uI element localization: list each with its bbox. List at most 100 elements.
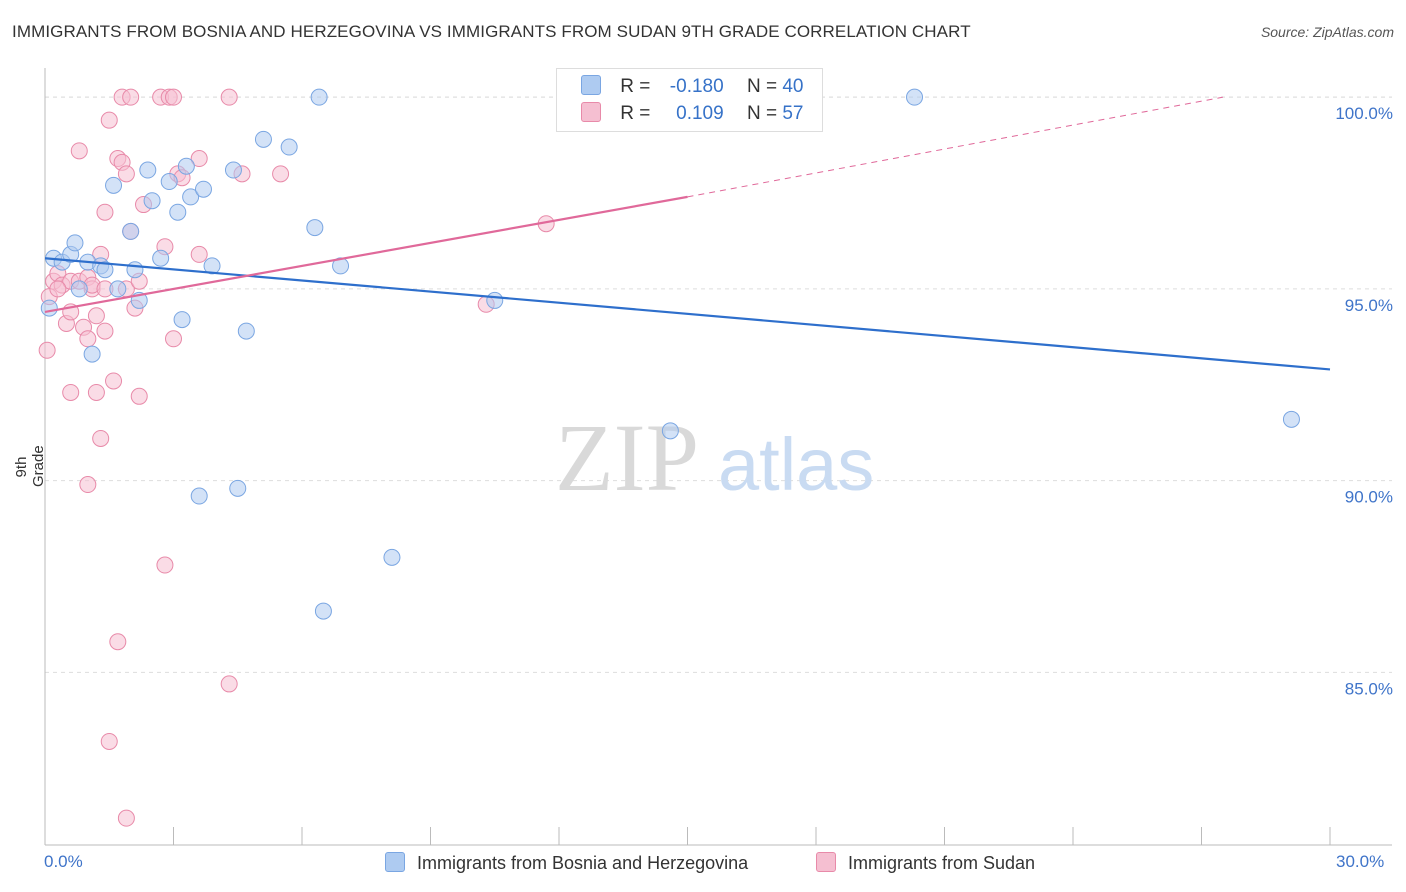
sudan-point [96,203,114,221]
y-tick-label: 95.0% [1345,296,1393,315]
bosnia-point [306,219,324,237]
bosnia-point [254,130,272,148]
bosnia-point [83,345,101,363]
bosnia-point [314,602,332,620]
bosnia-point [177,157,195,175]
sudan-point [190,245,208,263]
y-tick-label: 85.0% [1345,679,1393,698]
bosnia-point [182,188,200,206]
sudan-point [156,556,174,574]
bosnia-point [105,176,123,194]
legend-r-label: R = [620,76,651,97]
y-tick-label: 90.0% [1345,488,1393,507]
sudan-point [79,476,97,494]
legend-swatch-sudan [581,102,601,122]
points-sudan [38,88,555,827]
sudan-point [105,372,123,390]
bosnia-point [173,311,191,329]
sudan-point [220,88,238,106]
y-tick-label: 100.0% [1335,104,1393,123]
sudan-point [109,633,127,651]
sudan-point [117,165,135,183]
points-bosnia [40,88,1300,620]
sudan-point [38,341,56,359]
sudan-point [272,165,290,183]
legend-r-value-bosnia: -0.180 [669,76,724,97]
bosnia-point [66,234,84,252]
legend-swatch-bosnia [385,852,405,872]
legend-n-label: N = [746,103,778,124]
trend-lines [44,96,1331,371]
sudan-point [130,387,148,405]
sudan-point [87,383,105,401]
bosnia-point [109,280,127,298]
y-axis-label: 9th Grade [13,445,47,487]
bosnia-point [383,548,401,566]
bosnia-point [139,161,157,179]
trend-line-sudan [44,195,688,314]
legend-n-value-bosnia: 40 [782,76,804,97]
bosnia-point [122,222,140,240]
watermark-atlas: atlas [718,423,874,506]
source-label: Source: ZipAtlas.com [1260,24,1394,40]
bosnia-point [906,88,924,106]
sudan-point [100,111,118,129]
sudan-point [92,429,110,447]
sudan-point [96,322,114,340]
x-tick-label-min: 0.0% [44,852,83,871]
legend-row-sudan: R = 0.109 N = 57 [581,102,803,126]
sudan-point [165,88,182,106]
watermark-zip: ZIP [555,404,699,511]
legend-item-bosnia[interactable]: Immigrants from Bosnia and Herzegovina [385,852,748,874]
bosnia-point [169,203,187,221]
sudan-point [62,383,80,401]
sudan-point [220,675,238,693]
legend-r-label: R = [620,103,651,124]
grid-lines [45,96,1392,673]
bosnia-point [229,479,247,497]
bosnia-point [194,180,212,198]
bosnia-point [280,138,298,156]
bosnia-point [143,192,161,210]
axes [44,68,1392,846]
bosnia-point [661,422,679,440]
sudan-point [165,330,182,348]
bosnia-point [160,173,178,191]
legend-row-bosnia: R = -0.180 N = 40 [581,75,803,99]
sudan-point [79,330,97,348]
bosnia-point [486,291,504,309]
sudan-point [100,732,118,750]
y-tick-labels: 85.0% 90.0% 95.0% 100.0% [1335,104,1393,698]
legend-n-label: N = [746,76,778,97]
watermark: ZIP atlas [555,404,874,511]
bosnia-point [1282,410,1300,428]
bosnia-point [310,88,328,106]
trend-line-bosnia [44,257,1331,371]
bosnia-point [224,161,242,179]
bosnia-point [203,257,221,275]
legend-n-value-sudan: 57 [782,103,804,124]
chart-title: IMMIGRANTS FROM BOSNIA AND HERZEGOVINA V… [12,22,971,41]
legend-item-sudan[interactable]: Immigrants from Sudan [816,852,1035,874]
legend-label-bosnia: Immigrants from Bosnia and Herzegovina [417,853,749,873]
correlation-legend: R = -0.180 N = 40 R = 0.109 N = 57 [556,68,823,132]
sudan-point [70,142,88,160]
bosnia-point [152,249,170,267]
bosnia-point [70,280,88,298]
sudan-point [190,150,208,168]
trend-line-sudan-extension [687,96,1224,198]
legend-swatch-bosnia [581,75,601,95]
sudan-point [117,809,135,827]
sudan-point [87,307,105,325]
bosnia-point [96,261,114,279]
bosnia-point [237,322,255,340]
legend-r-value-sudan: 0.109 [676,103,724,124]
bosnia-point [190,487,208,505]
bosnia-point [40,299,58,317]
bosnia-point [126,261,144,279]
legend-swatch-sudan [816,852,836,872]
x-tick-label-max: 30.0% [1336,852,1385,871]
sudan-point [122,88,140,106]
sudan-point [49,280,67,298]
